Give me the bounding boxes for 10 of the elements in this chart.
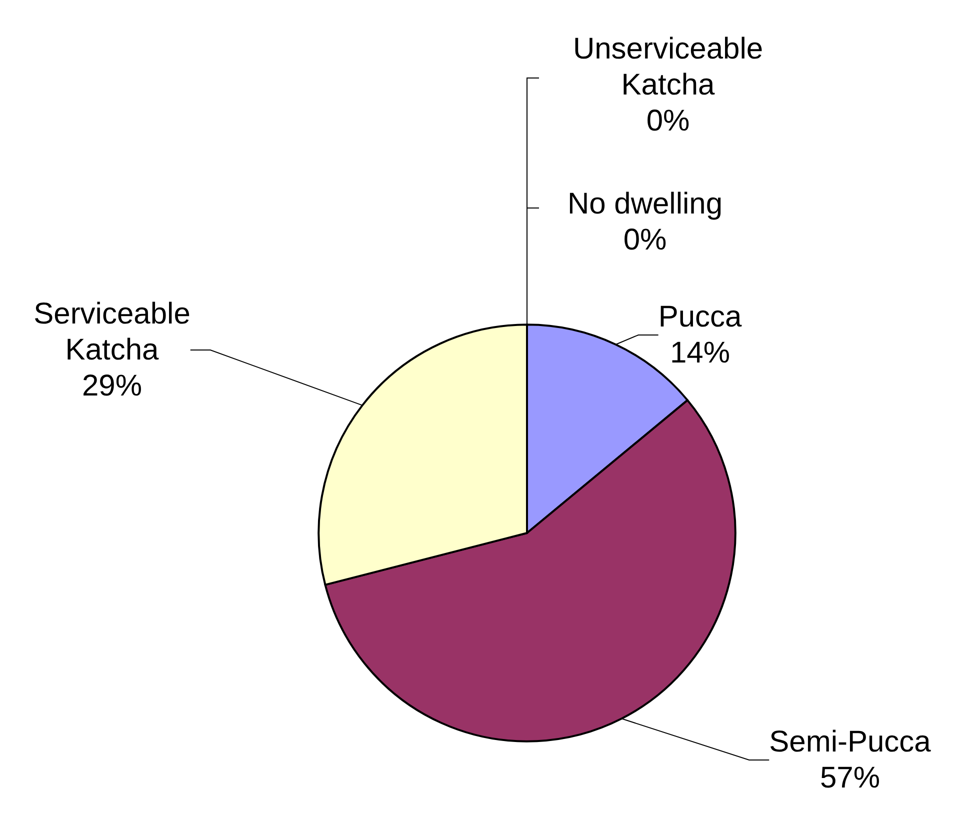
text: 0% [646, 104, 690, 138]
text: 0% [623, 224, 667, 256]
category-label: Unserviceable Katcha [572, 32, 764, 102]
slice-label: Serviceable Katcha [34, 298, 190, 366]
data-label: 14% [670, 336, 730, 370]
data-label: 29% [82, 370, 142, 402]
category-label: No dwelling [567, 188, 723, 220]
slice-label: Semi-Pucca [769, 726, 932, 758]
slice-label: Pucca [658, 300, 742, 334]
data-label: 57% [820, 762, 880, 794]
